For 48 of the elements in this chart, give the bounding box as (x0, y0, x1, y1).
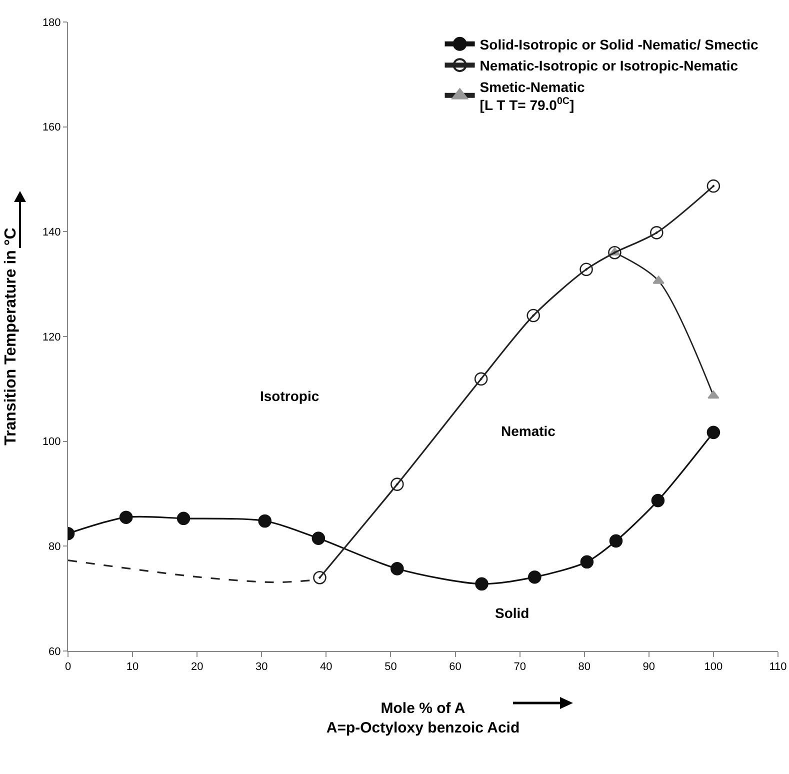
y-tick-label: 80 (48, 541, 61, 554)
point (706, 179, 720, 193)
y-axis-title: Transition Temperature in °C (2, 227, 20, 446)
point (608, 246, 622, 260)
point (313, 570, 326, 584)
y-tick-label: 60 (48, 646, 61, 658)
point (580, 262, 593, 276)
x-tick-label: 90 (642, 661, 656, 674)
y-tick-label: 180 (42, 16, 61, 29)
point (474, 372, 488, 386)
x-tick-label: 30 (256, 661, 268, 674)
x-tick-label: 50 (384, 661, 397, 674)
point (312, 532, 326, 545)
legend-label: Nematic-Isotropic or Isotropic-Nematic (480, 58, 738, 74)
x-tick-label: 20 (190, 661, 204, 674)
point (526, 308, 540, 322)
x-tick-label: 110 (769, 661, 787, 674)
y-tick-label: 100 (42, 436, 61, 448)
x-tick-label: 0 (64, 661, 72, 674)
x-axis-title: Mole % of A A=p-Octyloxy benzoic Acid (326, 700, 520, 737)
x-tick-label: 70 (514, 661, 526, 674)
point (652, 276, 664, 284)
point (706, 426, 720, 440)
point (119, 510, 133, 524)
annotation: Isotropic (260, 388, 320, 404)
x-tick-label: 10 (126, 661, 139, 674)
point (708, 390, 720, 399)
legend-label: Smetic-Nematic [L T T= 79.0$^{0C}$] (480, 78, 586, 113)
point (390, 478, 404, 491)
y-tick-label: 140 (42, 226, 61, 239)
x-tick-label: 80 (578, 661, 590, 674)
point (390, 562, 404, 576)
legend-label: Solid-Isotropic or Solid -Nematic/ Smectic (480, 36, 759, 52)
y-tick-label: 120 (42, 331, 61, 344)
point (651, 494, 665, 508)
point (475, 577, 488, 591)
y-tick-label: 160 (42, 122, 61, 134)
point (650, 226, 664, 240)
point (580, 555, 594, 569)
point (528, 570, 542, 584)
point (258, 514, 272, 528)
x-tick-label: 100 (704, 661, 723, 674)
point (176, 512, 190, 526)
x-tick-label: 60 (449, 661, 462, 674)
annotation: Solid (495, 605, 530, 621)
x-tick-label: 40 (320, 661, 332, 674)
point (609, 534, 623, 548)
annotation: Nematic (501, 423, 556, 439)
